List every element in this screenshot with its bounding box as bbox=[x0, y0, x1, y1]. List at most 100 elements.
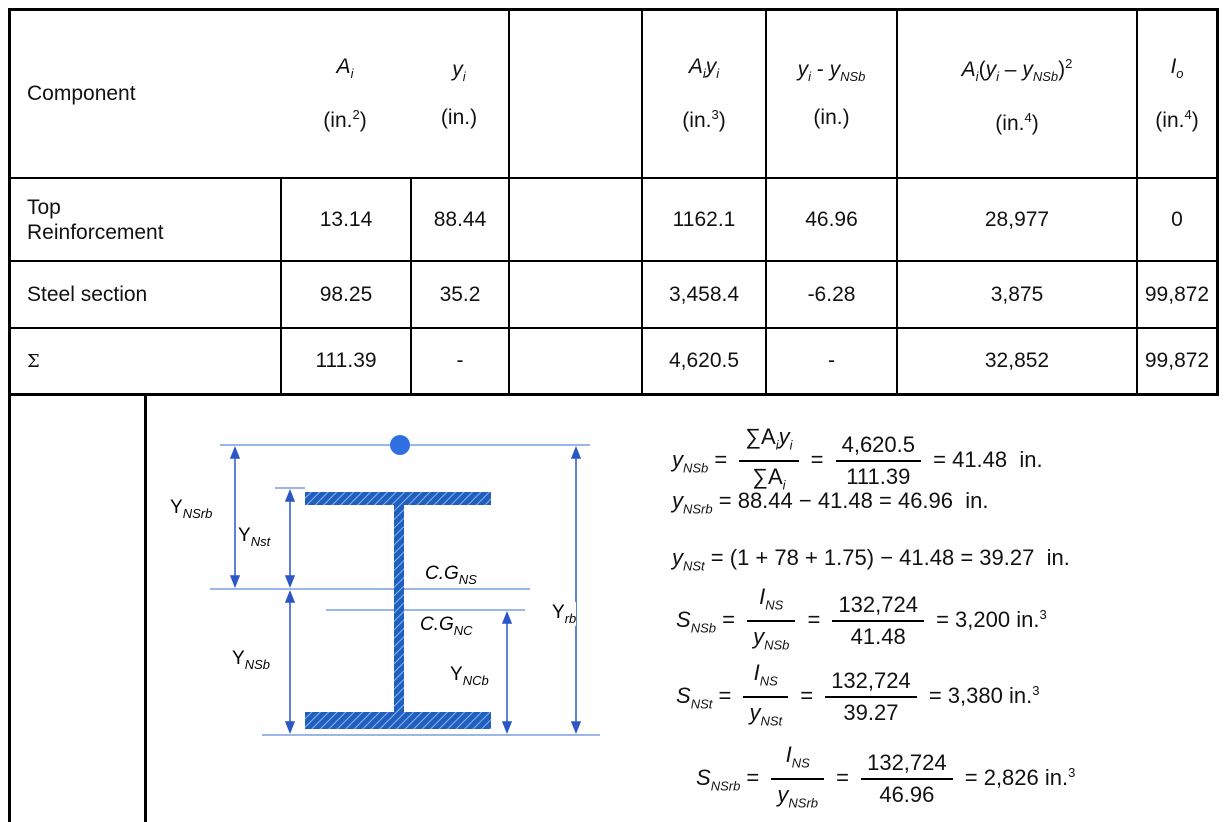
label-sub: NC bbox=[453, 622, 473, 638]
label-sym: Y bbox=[232, 648, 245, 669]
eq-lhs: y bbox=[672, 447, 683, 473]
header-aiyi: Aiyi (in.3) bbox=[643, 11, 765, 177]
eq-lhs-sub: NSb bbox=[683, 460, 709, 476]
table-cell-io: 99,872 bbox=[1144, 282, 1210, 306]
sup: 2 bbox=[1065, 56, 1073, 72]
fraction-values: 4,620.5 111.39 bbox=[835, 430, 921, 492]
table-col-rule bbox=[280, 177, 282, 395]
fraction: INS yNSb bbox=[747, 582, 796, 661]
denominator: yNSrb bbox=[771, 780, 824, 818]
table-cell-yi: - bbox=[456, 349, 464, 372]
sub: i bbox=[462, 69, 466, 85]
label-sub: rb bbox=[564, 610, 577, 626]
denominator: 41.48 bbox=[850, 624, 906, 650]
label-ynsrb: YNSrb bbox=[170, 497, 213, 521]
table-col-rule bbox=[508, 8, 510, 395]
unit-sup: 3 bbox=[1032, 682, 1040, 698]
label-cg-nc: C.GNC bbox=[420, 614, 473, 638]
label-sym: Y bbox=[238, 525, 251, 546]
eq-lhs-sub: NSrb bbox=[710, 778, 741, 794]
eq-lhs: S bbox=[676, 607, 691, 633]
num: I bbox=[759, 584, 766, 609]
unit: ) bbox=[718, 108, 726, 132]
equation-ynsb: yNSb = ∑Aiyi ∑Ai = 4,620.5 111.39 = 41.4… bbox=[672, 422, 1043, 501]
sub: i bbox=[716, 66, 720, 82]
top-flange bbox=[305, 492, 491, 505]
label-sym: Y bbox=[450, 664, 463, 685]
eq-lhs-sub: NSt bbox=[683, 558, 705, 574]
sub: o bbox=[1176, 66, 1184, 82]
result: 41.48 bbox=[952, 447, 1008, 473]
web bbox=[394, 505, 404, 712]
table-rule bbox=[8, 260, 1219, 262]
fraction: INS yNSrb bbox=[771, 740, 825, 819]
sup: 2 bbox=[352, 106, 360, 122]
eq-lhs-sub: NSrb bbox=[683, 501, 713, 517]
sub: NSrb bbox=[788, 795, 819, 811]
denominator: 46.96 bbox=[879, 782, 935, 808]
table-cell-component: Top Reinforcement bbox=[27, 195, 164, 244]
unit: (in. bbox=[682, 108, 712, 132]
result: 3,200 bbox=[955, 607, 1011, 633]
numerator: 4,620.5 bbox=[835, 430, 921, 463]
op: - bbox=[810, 58, 830, 82]
unit: (in.) bbox=[440, 105, 478, 129]
table-cell-moment: 3,875 bbox=[990, 282, 1044, 306]
sub: NSt bbox=[760, 713, 783, 729]
table-cell-area: 111.39 bbox=[315, 349, 377, 372]
sym: I bbox=[1170, 55, 1177, 79]
sub: NSb bbox=[840, 69, 866, 85]
sub: i bbox=[702, 66, 706, 82]
label-sym: C.G bbox=[425, 563, 459, 584]
diagram-panel-border bbox=[144, 393, 147, 822]
sym: y bbox=[797, 58, 809, 82]
label-sub: NSb bbox=[244, 656, 270, 672]
numerator: INS bbox=[771, 740, 825, 781]
header-component-label: Component bbox=[27, 82, 136, 105]
equation-ynst: yNSt = (1 + 78 + 1.75) − 41.48 = 39.27 i… bbox=[672, 545, 1070, 573]
label-cg-ns: C.GNS bbox=[425, 563, 477, 587]
table-cell-component: Steel section bbox=[27, 282, 148, 306]
table-col-rule bbox=[1136, 8, 1138, 395]
numerator: INS bbox=[743, 658, 789, 699]
table-cell-io: 0 bbox=[1171, 207, 1183, 231]
table-cell-diff: -6.28 bbox=[807, 282, 856, 306]
equation-snsb: SNSb = INS yNSb = 132,724 41.48 = 3,200 … bbox=[676, 582, 1047, 661]
eq-rhs: = (1 + 78 + 1.75) − 41.48 = 39.27 bbox=[710, 545, 1035, 570]
fraction: ∑Aiyi ∑Ai bbox=[739, 422, 799, 501]
den: ∑A bbox=[752, 464, 783, 490]
label-ynst: YNst bbox=[238, 525, 271, 549]
eq-lhs: S bbox=[696, 765, 711, 791]
table-cell-sum-symbol: Σ bbox=[27, 350, 40, 372]
unit: in. bbox=[1016, 607, 1040, 633]
eq-lhs: y bbox=[672, 488, 683, 513]
fraction-values: 132,724 46.96 bbox=[861, 748, 953, 810]
unit: ) bbox=[359, 108, 367, 132]
numerator: INS bbox=[747, 582, 796, 623]
table-rule bbox=[8, 177, 1219, 179]
table-col-rule bbox=[765, 8, 767, 395]
header-yi: yi (in.) bbox=[410, 11, 508, 177]
denominator: ∑Ai bbox=[739, 462, 798, 500]
table-cell-io: 99,872 bbox=[1144, 349, 1210, 372]
table-border-right bbox=[1216, 8, 1219, 396]
table-cell-yi: 35.2 bbox=[439, 282, 481, 306]
sub: i bbox=[975, 69, 979, 85]
num2: y bbox=[778, 424, 790, 449]
header-area: Ai (in.2) bbox=[280, 11, 410, 177]
equation-snst: SNSt = INS yNSt = 132,724 39.27 = 3,380 … bbox=[676, 658, 1039, 737]
sym: y bbox=[985, 58, 997, 82]
equation-ynsrb: yNSrb = 88.44 − 41.48 = 46.96 in. bbox=[672, 488, 989, 516]
eq-lhs: S bbox=[676, 683, 691, 709]
unit-sup: 3 bbox=[1068, 764, 1076, 780]
table-border-top bbox=[8, 8, 1219, 11]
table-cell-aiyi: 1162.1 bbox=[672, 207, 736, 231]
eq-lhs-sub: NSt bbox=[690, 696, 713, 712]
unit: in. bbox=[1046, 545, 1070, 570]
fraction-values: 132,724 39.27 bbox=[825, 666, 917, 728]
header-diff: yi - yNSb (in.) bbox=[767, 11, 896, 177]
steel-section-diagram bbox=[210, 435, 600, 736]
unit: in. bbox=[1019, 447, 1043, 473]
denominator: yNSb bbox=[747, 622, 795, 660]
num: ∑A bbox=[745, 424, 776, 449]
